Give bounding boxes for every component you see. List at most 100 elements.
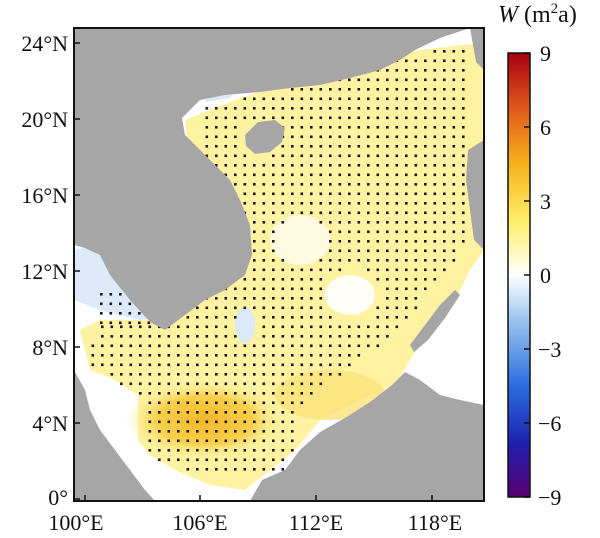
stipple-dot: [395, 306, 399, 310]
stipple-dot: [234, 468, 237, 471]
stipple-dot: [329, 221, 332, 224]
stipple-dot: [338, 373, 342, 376]
stipple-dot: [367, 88, 370, 91]
stipple-dot: [138, 321, 141, 325]
stipple-dot: [395, 173, 399, 177]
stipple-dot: [452, 202, 456, 205]
stipple-dot: [319, 192, 323, 196]
stipple-dot: [452, 116, 456, 120]
stipple-dot: [167, 458, 171, 462]
stipple-dot: [319, 278, 323, 281]
stipple-dot: [338, 135, 342, 139]
stipple-dot: [262, 354, 266, 357]
colorbar-tick-neg3: −3: [538, 337, 561, 362]
stipple-dot: [452, 78, 456, 82]
stipple-dot: [205, 430, 209, 433]
stipple-dot: [243, 382, 247, 386]
stipple-dot: [243, 344, 247, 348]
stipple-dot: [433, 202, 437, 205]
stipple-dot: [395, 287, 399, 291]
stipple-dot: [262, 297, 266, 300]
stipple-dot: [224, 468, 228, 471]
stipple-dot: [205, 458, 209, 462]
stipple-dot: [177, 401, 180, 405]
stipple-dot: [338, 145, 342, 148]
stipple-dot: [167, 420, 171, 424]
lat-tick-4n: 4°N: [32, 411, 68, 436]
stipple-dot: [329, 192, 332, 196]
stipple-dot: [386, 116, 389, 120]
stipple-dot: [329, 230, 332, 234]
stipple-dot: [348, 126, 351, 129]
stipple-dot: [395, 183, 399, 186]
stipple-dot: [281, 344, 285, 348]
stipple-dot: [272, 392, 275, 395]
stipple-dot: [338, 363, 342, 367]
stipple-dot: [148, 354, 152, 357]
stipple-dot: [395, 221, 399, 224]
stipple-dot: [196, 325, 199, 329]
stipple-dot: [281, 259, 285, 262]
significance-stippling: [91, 50, 465, 471]
stipple-dot: [424, 192, 427, 196]
stipple-dot: [148, 449, 152, 452]
stipple-dot: [234, 126, 237, 129]
stipple-dot: [310, 116, 313, 120]
stipple-dot: [291, 268, 294, 272]
stipple-dot: [196, 420, 199, 424]
lat-tick-8n: 8°N: [32, 335, 68, 360]
stipple-dot: [234, 335, 237, 338]
stipple-dot: [433, 50, 437, 53]
stipple-dot: [319, 173, 323, 177]
stipple-dot: [272, 287, 275, 291]
stipple-dot: [310, 287, 313, 291]
stipple-dot: [224, 354, 228, 357]
stipple-dot: [395, 230, 399, 234]
stipple-dot: [291, 325, 294, 329]
stipple-dot: [310, 173, 313, 177]
stipple-dot: [424, 145, 427, 148]
stipple-dot: [386, 316, 389, 319]
stipple-dot: [414, 164, 418, 167]
stipple-dot: [253, 401, 256, 405]
stipple-dot: [405, 249, 408, 253]
stipple-dot: [310, 192, 313, 196]
stipple-dot: [243, 468, 247, 471]
stipple-dot: [386, 259, 389, 262]
stipple-dot: [395, 259, 399, 262]
stipple-dot: [243, 202, 247, 205]
stipple-dot: [376, 183, 380, 186]
stipple-dot: [462, 154, 465, 158]
land-hainan: [245, 120, 285, 154]
stipple-dot: [395, 240, 399, 243]
stipple-dot: [205, 325, 209, 329]
stipple-dot: [300, 173, 304, 177]
lon-tick-112e: 112°E: [289, 510, 343, 535]
stipple-dot: [348, 259, 351, 262]
stipple-dot: [186, 363, 190, 367]
stipple-dot: [291, 297, 294, 300]
stipple-dot: [272, 268, 275, 272]
stipple-dot: [272, 468, 275, 471]
stipple-dot: [452, 59, 456, 63]
stipple-dot: [386, 202, 389, 205]
stipple-dot: [224, 297, 228, 300]
stipple-dot: [119, 312, 122, 315]
stipple-dot: [262, 116, 266, 120]
stipple-dot: [367, 202, 370, 205]
stipple-dot: [291, 354, 294, 357]
stipple-dot: [196, 316, 199, 319]
stipple-dot: [186, 449, 190, 452]
stipple-dot: [367, 211, 370, 215]
stipple-dot: [357, 240, 361, 243]
stipple-dot: [310, 344, 313, 348]
stipple-dot: [443, 78, 446, 82]
stipple-dot: [300, 202, 304, 205]
stipple-dot: [338, 335, 342, 338]
stipple-dot: [367, 78, 370, 82]
stipple-dot: [281, 173, 285, 177]
stipple-dot: [234, 297, 237, 300]
stipple-dot: [234, 354, 237, 357]
stipple-dot: [281, 192, 285, 196]
stipple-dot: [338, 259, 342, 262]
